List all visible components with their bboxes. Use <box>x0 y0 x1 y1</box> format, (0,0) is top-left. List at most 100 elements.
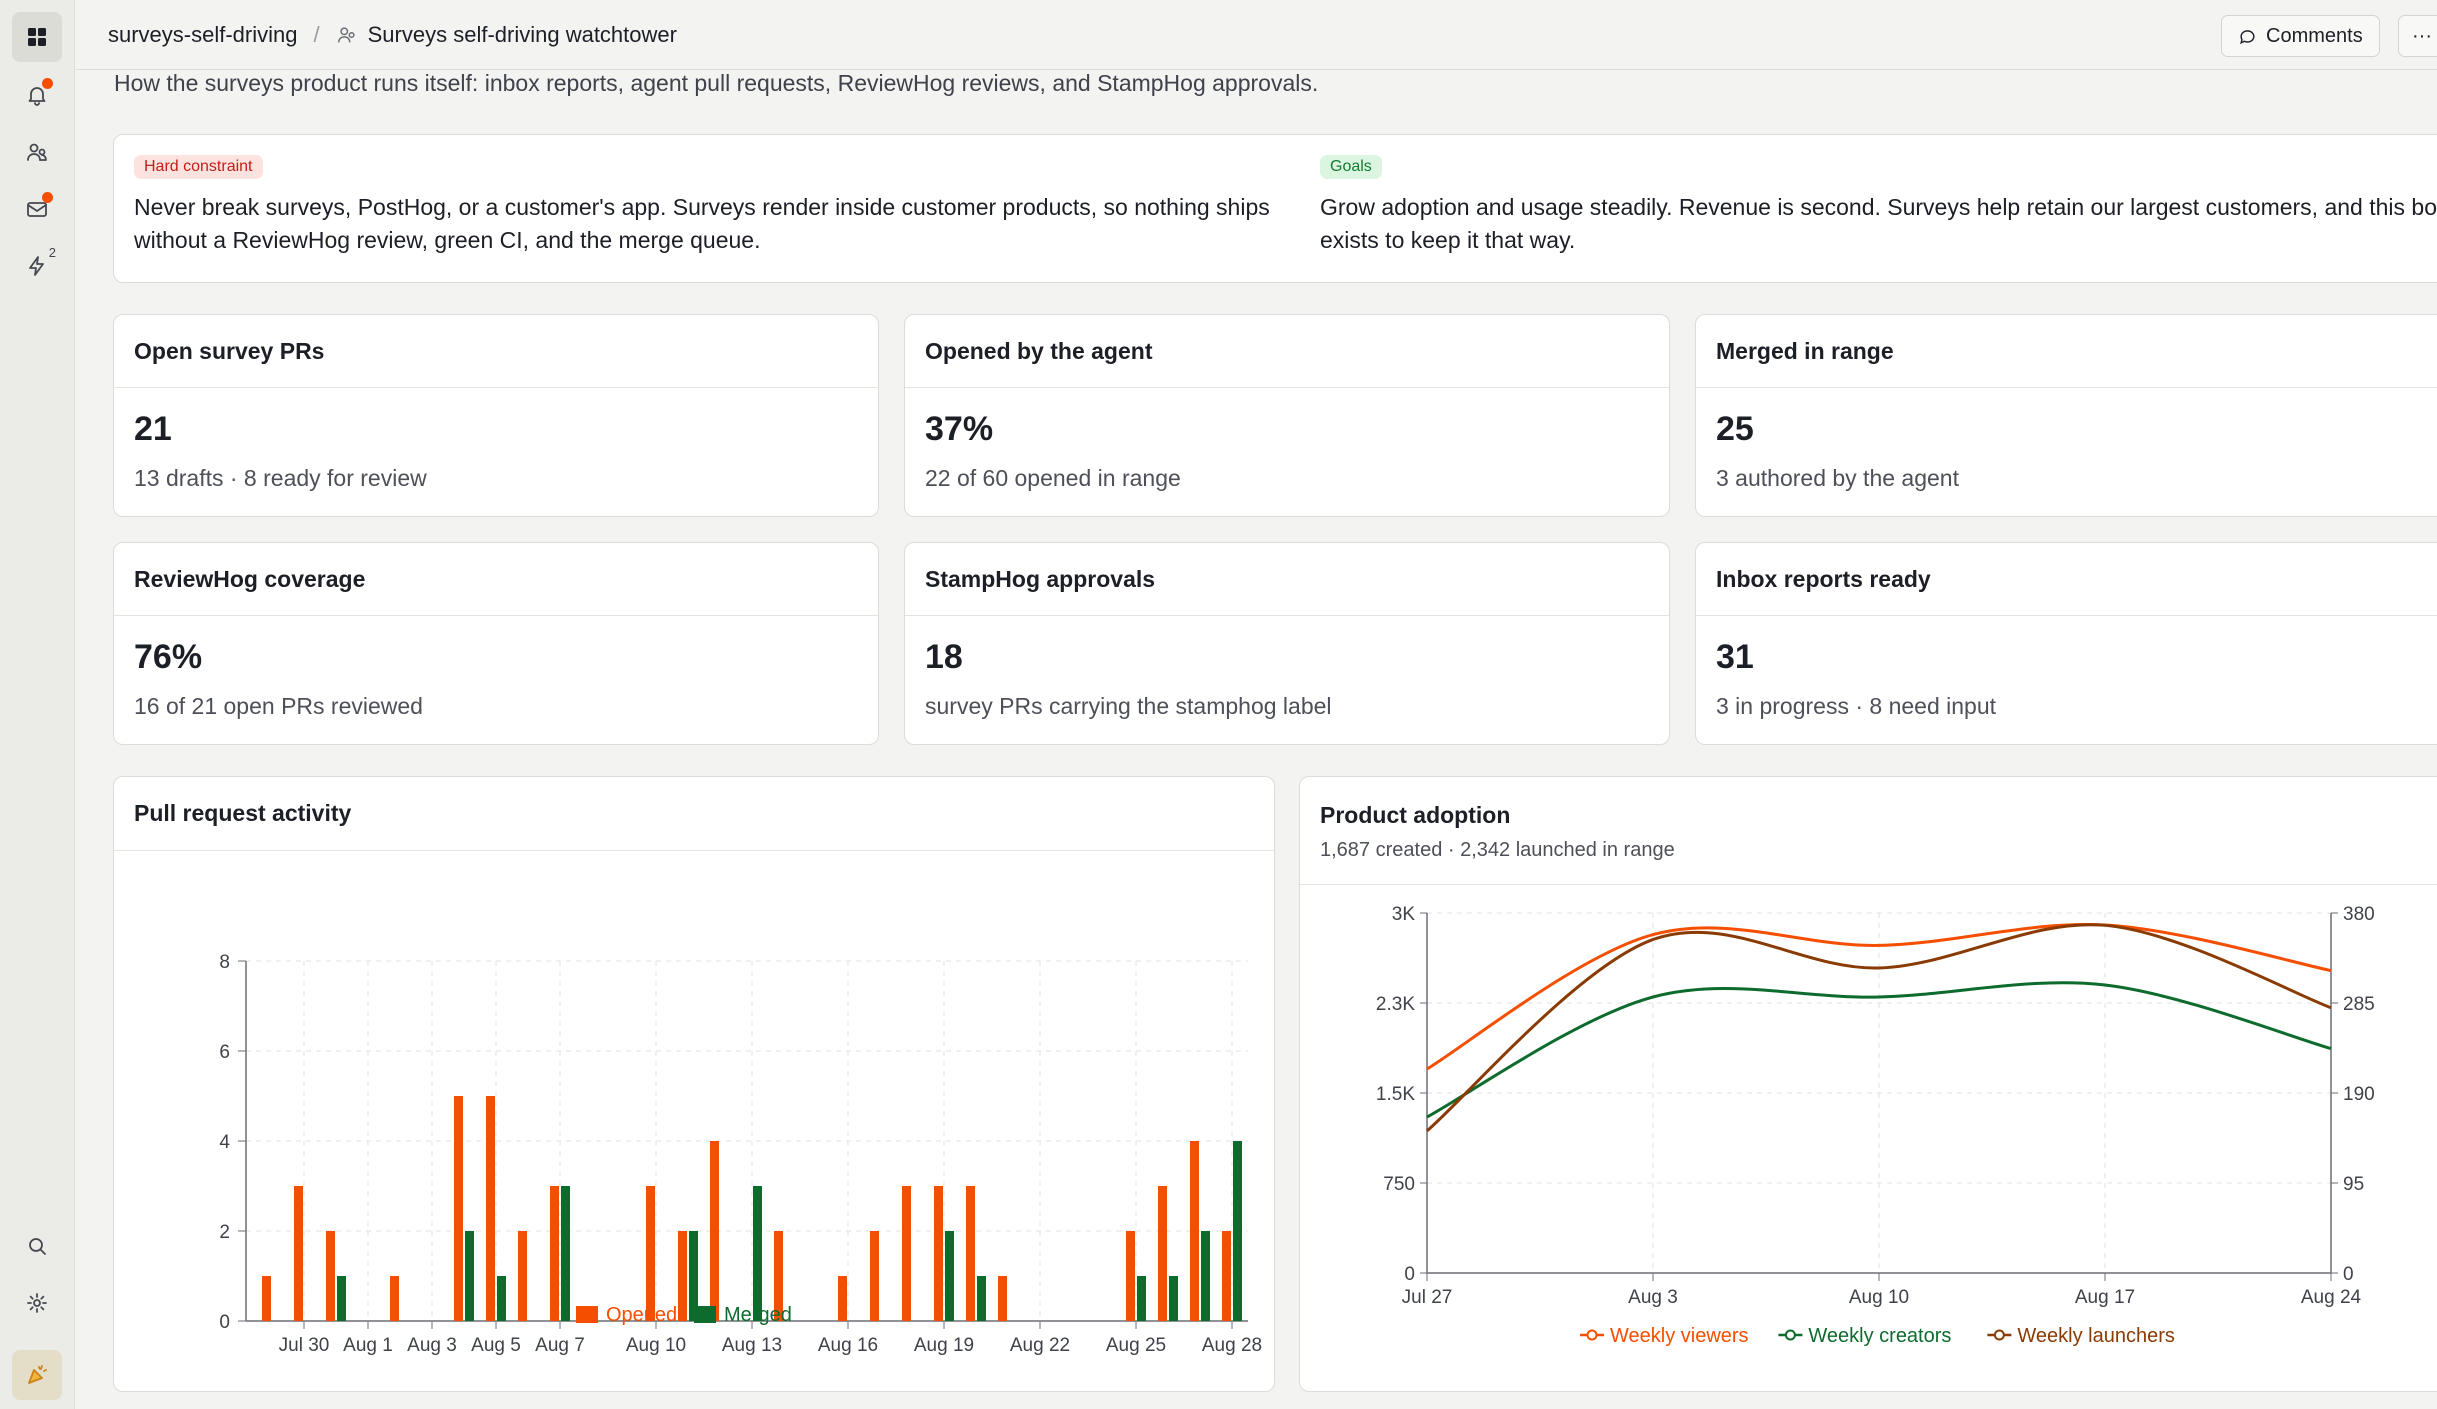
sidebar-item-settings[interactable] <box>12 1278 62 1328</box>
bar-opened[interactable] <box>774 1231 783 1321</box>
x-tick-label: Aug 22 <box>1010 1335 1070 1356</box>
stat-card-merged-in-range[interactable]: Merged in range 25 3 authored by the age… <box>1695 314 2437 517</box>
bar-opened[interactable] <box>998 1276 1007 1321</box>
sidebar-item-notifications[interactable] <box>12 70 62 120</box>
stat-card-stamphog-approvals[interactable]: StampHog approvals 18 survey PRs carryin… <box>904 542 1670 745</box>
stat-title: Inbox reports ready <box>1696 543 2437 616</box>
x-tick-label: Aug 19 <box>914 1335 974 1356</box>
breadcrumb-project[interactable]: surveys-self-driving <box>108 21 298 47</box>
bar-opened[interactable] <box>262 1276 271 1321</box>
top-bar: surveys-self-driving / Surveys self-driv… <box>76 0 2437 70</box>
x-tick-label: Aug 7 <box>535 1335 585 1356</box>
bar-merged[interactable] <box>1137 1276 1146 1321</box>
stat-title: Opened by the agent <box>905 315 1669 388</box>
bar-opened[interactable] <box>678 1231 687 1321</box>
search-icon <box>29 1238 46 1255</box>
legend-label: Opened <box>606 1304 677 1326</box>
x-tick-label: Aug 25 <box>1106 1335 1166 1356</box>
bar-opened[interactable] <box>966 1186 975 1321</box>
bar-opened[interactable] <box>390 1276 399 1321</box>
y-right-tick-label: 95 <box>2343 1174 2364 1195</box>
x-tick-label: Aug 3 <box>1628 1287 1678 1308</box>
bar-opened[interactable] <box>1190 1141 1199 1321</box>
x-tick-label: Aug 5 <box>471 1335 521 1356</box>
stat-card-open-prs[interactable]: Open survey PRs 21 13 drafts · 8 ready f… <box>113 314 879 517</box>
bar-opened[interactable] <box>486 1096 495 1321</box>
bar-merged[interactable] <box>945 1231 954 1321</box>
stat-card-reviewhog-coverage[interactable]: ReviewHog coverage 76% 16 of 21 open PRs… <box>113 542 879 745</box>
legend-label: Weekly creators <box>1808 1325 1951 1347</box>
bar-merged[interactable] <box>465 1231 474 1321</box>
legend-item-weekly-creators[interactable]: Weekly creators <box>1778 1325 1951 1347</box>
sidebar-item-dashboards[interactable] <box>12 12 62 62</box>
dashboard-title[interactable]: Surveys self-driving watchtower <box>367 21 677 47</box>
y-left-tick-label: 750 <box>1383 1174 1415 1195</box>
y-right-tick-label: 0 <box>2343 1264 2354 1285</box>
bar-opened[interactable] <box>454 1096 463 1321</box>
x-tick-label: Aug 1 <box>343 1335 393 1356</box>
y-left-tick-label: 1.5K <box>1376 1084 1415 1105</box>
line-weekly-launchers[interactable] <box>1426 923 2332 1133</box>
bar-merged[interactable] <box>561 1186 570 1321</box>
stat-card-inbox-reports[interactable]: Inbox reports ready 31 3 in progress · 8… <box>1695 542 2437 745</box>
legend-item-weekly-launchers[interactable]: Weekly launchers <box>1987 1325 2175 1347</box>
legend-label: Merged <box>724 1304 792 1326</box>
breadcrumb-separator: / <box>313 21 320 47</box>
stat-value: 25 <box>1716 410 1754 448</box>
line-weekly-viewers[interactable] <box>1426 923 2332 1071</box>
bar-merged[interactable] <box>977 1276 986 1321</box>
bar-opened[interactable] <box>934 1186 943 1321</box>
notification-dot <box>42 192 53 203</box>
bar-merged[interactable] <box>689 1231 698 1321</box>
chart-header: Product adoption 1,687 created · 2,342 l… <box>1300 777 2437 885</box>
legend-item-weekly-viewers[interactable]: Weekly viewers <box>1580 1325 1749 1347</box>
bar-opened[interactable] <box>1158 1186 1167 1321</box>
bar-merged[interactable] <box>1201 1231 1210 1321</box>
bar-merged[interactable] <box>497 1276 506 1321</box>
goals-note: Goals Grow adoption and usage steadily. … <box>1320 155 2437 257</box>
bar-opened[interactable] <box>326 1231 335 1321</box>
stat-subtitle: 3 in progress · 8 need input <box>1716 693 1997 719</box>
stat-subtitle: 22 of 60 opened in range <box>925 465 1181 491</box>
bar-opened[interactable] <box>550 1186 559 1321</box>
legend-item-opened[interactable]: Opened <box>576 1304 677 1326</box>
bar-opened[interactable] <box>838 1276 847 1321</box>
legend-item-merged[interactable]: Merged <box>694 1304 792 1326</box>
line-weekly-creators[interactable] <box>1426 981 2332 1119</box>
bar-opened[interactable] <box>870 1231 879 1321</box>
bar-merged[interactable] <box>753 1186 762 1321</box>
x-tick-label: Jul 30 <box>279 1335 330 1356</box>
x-tick-label: Aug 28 <box>1202 1335 1262 1356</box>
bar-opened[interactable] <box>710 1141 719 1321</box>
dashboard-icon <box>28 28 46 46</box>
comments-button[interactable]: Comments <box>2221 15 2380 57</box>
bar-opened[interactable] <box>1126 1231 1135 1321</box>
stat-title: Merged in range <box>1696 315 2437 388</box>
legend-marker <box>1784 1329 1796 1341</box>
stat-title: ReviewHog coverage <box>114 543 878 616</box>
pr-activity-card: Pull request activity 0 2 4 6 8 Jul 30 Aug 1 Au… <box>113 776 1275 1392</box>
sidebar-item-activity[interactable]: 2 <box>12 241 62 291</box>
bar-opened[interactable] <box>646 1186 655 1321</box>
more-options-button[interactable]: ··· <box>2398 15 2437 57</box>
sidebar-item-inbox[interactable] <box>12 184 62 234</box>
bar-opened[interactable] <box>902 1186 911 1321</box>
hard-constraint-note: Hard constraint Never break surveys, Pos… <box>134 155 1324 257</box>
bar-merged[interactable] <box>1233 1141 1242 1321</box>
y-tick-label: 0 <box>219 1312 230 1333</box>
bar-merged[interactable] <box>337 1276 346 1321</box>
sidebar-item-search[interactable] <box>12 1221 62 1271</box>
stat-value: 31 <box>1716 638 1754 676</box>
bar-opened[interactable] <box>518 1231 527 1321</box>
bar-merged[interactable] <box>1169 1276 1178 1321</box>
sidebar: 2 <box>0 0 75 1409</box>
stat-subtitle: 3 authored by the agent <box>1716 465 1959 491</box>
stat-value: 76% <box>134 638 203 676</box>
stat-card-opened-by-agent[interactable]: Opened by the agent 37% 22 of 60 opened … <box>904 314 1670 517</box>
chart-subtitle: 1,687 created · 2,342 launched in range <box>1320 839 1675 861</box>
bar-opened[interactable] <box>1222 1231 1231 1321</box>
sidebar-item-people[interactable] <box>12 127 62 177</box>
chart-title: Product adoption <box>1320 802 1511 828</box>
bar-opened[interactable] <box>294 1186 303 1321</box>
sidebar-item-whats-new[interactable] <box>12 1350 62 1400</box>
